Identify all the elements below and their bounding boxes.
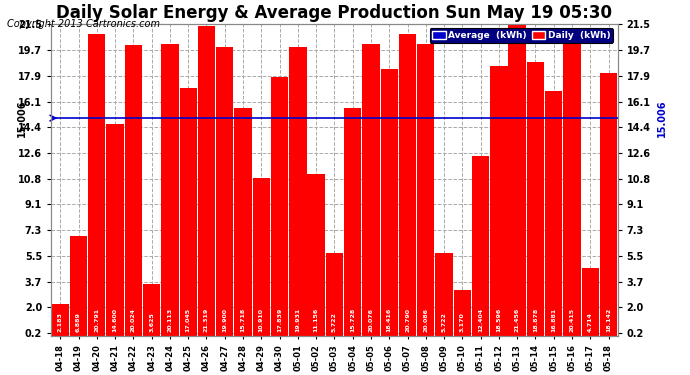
Text: 20.086: 20.086	[423, 308, 428, 332]
Text: Copyright 2013 Cartronics.com: Copyright 2013 Cartronics.com	[7, 19, 160, 29]
Bar	[161, 44, 179, 336]
Bar	[526, 62, 544, 336]
Legend: Average  (kWh), Daily  (kWh): Average (kWh), Daily (kWh)	[429, 28, 613, 43]
Text: 21.456: 21.456	[515, 308, 520, 332]
Title: Daily Solar Energy & Average Production Sun May 19 05:30: Daily Solar Energy & Average Production …	[57, 4, 613, 22]
Text: 21.319: 21.319	[204, 308, 209, 332]
Text: 16.881: 16.881	[551, 308, 556, 332]
Bar	[106, 124, 124, 336]
Text: 10.910: 10.910	[259, 308, 264, 332]
Text: 19.931: 19.931	[295, 308, 300, 332]
Text: 20.415: 20.415	[569, 308, 575, 332]
Bar	[271, 77, 288, 336]
Bar	[253, 178, 270, 336]
Bar	[472, 156, 489, 336]
Text: 2.183: 2.183	[58, 312, 63, 332]
Text: 4.714: 4.714	[588, 312, 593, 332]
Bar	[417, 44, 435, 336]
Bar	[216, 47, 233, 336]
Text: 5.722: 5.722	[442, 312, 446, 332]
Text: 19.900: 19.900	[222, 308, 227, 332]
Bar	[88, 34, 106, 336]
Bar	[582, 268, 599, 336]
Text: 18.596: 18.596	[496, 308, 502, 332]
Text: 20.791: 20.791	[95, 308, 99, 332]
Bar	[235, 108, 252, 336]
Text: 18.416: 18.416	[386, 308, 392, 332]
Text: 20.024: 20.024	[131, 308, 136, 332]
Text: 20.076: 20.076	[368, 308, 373, 332]
Bar	[435, 253, 453, 336]
Text: 20.790: 20.790	[405, 308, 410, 332]
Text: 20.113: 20.113	[168, 308, 172, 332]
Text: 18.142: 18.142	[606, 308, 611, 332]
Bar	[179, 88, 197, 336]
Bar	[490, 66, 508, 336]
Bar	[289, 46, 306, 336]
Bar	[198, 26, 215, 336]
Text: 12.404: 12.404	[478, 308, 483, 332]
Bar	[600, 72, 618, 336]
Bar	[52, 304, 69, 336]
Text: 15.006: 15.006	[17, 99, 28, 137]
Bar	[308, 174, 325, 336]
Text: 3.625: 3.625	[149, 312, 154, 332]
Bar	[326, 253, 343, 336]
Bar	[381, 69, 398, 336]
Text: 14.600: 14.600	[112, 308, 117, 332]
Bar	[399, 34, 416, 336]
Bar	[453, 290, 471, 336]
Text: 15.006: 15.006	[658, 99, 667, 137]
Text: 17.839: 17.839	[277, 308, 282, 332]
Bar	[509, 24, 526, 336]
Text: 18.878: 18.878	[533, 308, 538, 332]
Bar	[70, 236, 87, 336]
Bar	[143, 284, 160, 336]
Bar	[125, 45, 142, 336]
Text: 6.889: 6.889	[76, 312, 81, 332]
Bar	[362, 44, 380, 336]
Text: 17.045: 17.045	[186, 308, 190, 332]
Text: 3.170: 3.170	[460, 312, 465, 332]
Text: 11.156: 11.156	[314, 308, 319, 332]
Text: 15.728: 15.728	[351, 308, 355, 332]
Text: 15.718: 15.718	[241, 308, 246, 332]
Bar	[344, 108, 362, 336]
Bar	[545, 91, 562, 336]
Text: 5.722: 5.722	[332, 312, 337, 332]
Bar	[563, 39, 581, 336]
